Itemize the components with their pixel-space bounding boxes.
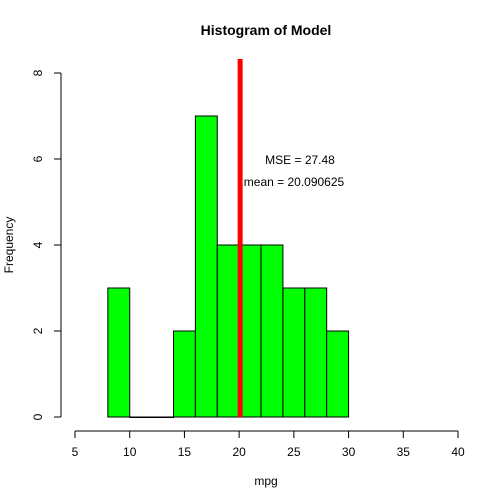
y-axis: 0 2 4 6 8 [31, 69, 62, 420]
histogram-bar-7 [260, 244, 284, 418]
mean-annotation: mean = 20.090625 [244, 175, 345, 189]
mse-annotation: MSE = 27.48 [265, 153, 335, 167]
chart-title: Histogram of Model [201, 22, 332, 38]
x-tick-label-2: 15 [178, 445, 192, 459]
histogram-bar-1 [129, 416, 153, 418]
x-tick-label-0: 5 [72, 445, 79, 459]
x-tick-label-4: 25 [287, 445, 301, 459]
x-tick-label-5: 30 [342, 445, 356, 459]
histogram-bar-10 [326, 330, 350, 418]
y-tick-label-1: 2 [31, 327, 45, 334]
x-tick-label-1: 10 [123, 445, 137, 459]
histogram-bar-2 [151, 416, 174, 418]
histogram-bar-9 [304, 287, 328, 418]
x-tick-label-7: 40 [451, 445, 465, 459]
x-tick-label-3: 20 [232, 445, 246, 459]
y-tick-label-3: 6 [31, 155, 45, 162]
histogram-bar-8 [282, 287, 306, 418]
histogram-bar-0 [107, 287, 131, 418]
bars-group [107, 115, 350, 418]
y-tick-label-4: 8 [31, 69, 45, 76]
x-axis-label: mpg [254, 474, 277, 488]
y-tick-label-2: 4 [31, 241, 45, 248]
histogram-bar-5 [216, 244, 240, 418]
x-tick-label-6: 35 [397, 445, 411, 459]
y-tick-label-0: 0 [31, 413, 45, 420]
histogram-bar-4 [194, 115, 218, 418]
y-axis-label: Frequency [2, 217, 16, 274]
histogram-bar-3 [172, 330, 196, 418]
x-axis: 5 10 15 20 25 30 35 40 [72, 430, 465, 459]
